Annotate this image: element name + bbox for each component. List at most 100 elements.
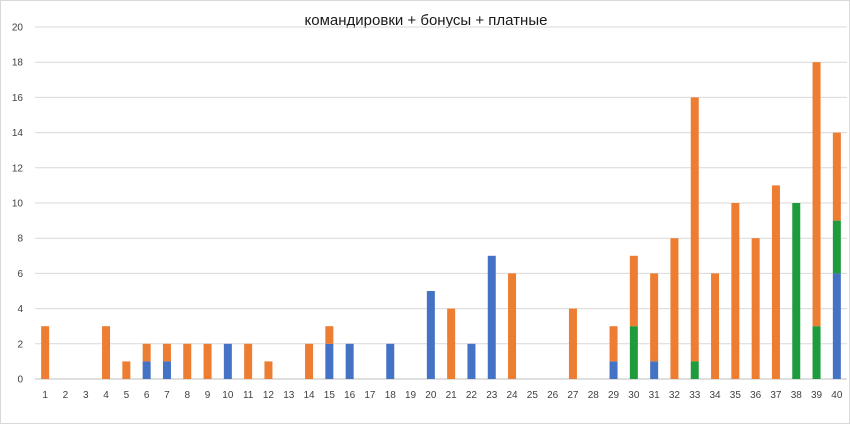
x-tick-label: 38	[791, 390, 803, 401]
x-tick-label: 8	[184, 390, 190, 401]
x-tick-label: 13	[283, 390, 295, 401]
bar-segment	[447, 308, 456, 379]
bar-segment	[832, 273, 841, 379]
x-tick-label: 39	[811, 390, 823, 401]
bar-segment	[102, 326, 111, 379]
x-tick-label: 17	[364, 390, 376, 401]
bar-segment	[41, 326, 50, 379]
y-tick-label: 12	[12, 163, 24, 174]
bars	[41, 62, 841, 379]
y-tick-label: 14	[12, 128, 24, 139]
bar-segment	[650, 361, 659, 379]
bar-segment	[792, 203, 801, 379]
bar-segment	[670, 238, 679, 379]
bar-segment	[812, 326, 821, 379]
x-tick-label: 7	[164, 390, 170, 401]
x-tick-label: 30	[628, 390, 640, 401]
bar-segment	[609, 361, 618, 379]
bar-segment	[690, 361, 699, 379]
x-tick-label: 27	[567, 390, 579, 401]
bar-segment	[345, 343, 354, 379]
x-tick-label: 1	[42, 390, 48, 401]
bar-segment	[812, 62, 821, 327]
bar-segment	[305, 343, 314, 379]
gridlines	[35, 26, 847, 380]
x-tick-label: 6	[144, 390, 150, 401]
x-tick-label: 37	[770, 390, 782, 401]
bar-segment	[122, 361, 131, 379]
x-tick-label: 35	[730, 390, 742, 401]
x-tick-label: 32	[669, 390, 681, 401]
chart-title: командировки + бонусы + платные	[305, 12, 548, 29]
x-tick-label: 14	[303, 390, 315, 401]
bar-segment	[508, 273, 517, 379]
y-tick-label: 10	[12, 199, 24, 210]
bar-segment	[650, 273, 659, 362]
x-tick-label: 9	[205, 390, 211, 401]
bar-segment	[244, 343, 253, 379]
bar-segment	[426, 291, 435, 379]
x-tick-label: 2	[63, 390, 69, 401]
x-tick-label: 20	[425, 390, 437, 401]
x-tick-label: 34	[709, 390, 721, 401]
bar-segment	[690, 97, 699, 362]
x-axis-ticks: 1 2 3 4 5 6 7 8 9 10 11 12 13 14 15 16 17 18 19 20 21 22 23 24 2…	[42, 390, 842, 401]
x-tick-label: 16	[344, 390, 356, 401]
bar-segment	[203, 343, 212, 379]
x-tick-label: 31	[649, 390, 661, 401]
bar-segment	[487, 255, 496, 379]
bar-segment	[162, 343, 171, 362]
bar-segment	[609, 326, 618, 362]
bar-segment	[568, 308, 577, 379]
bar-segment	[325, 343, 334, 379]
bar-segment	[629, 326, 638, 379]
x-tick-label: 36	[750, 390, 762, 401]
y-tick-label: 6	[17, 269, 23, 280]
y-tick-label: 2	[17, 339, 23, 350]
x-tick-label: 19	[405, 390, 417, 401]
bar-segment	[832, 220, 841, 274]
x-tick-label: 10	[222, 390, 234, 401]
bar-segment	[629, 255, 638, 327]
bar-segment	[832, 132, 841, 221]
bar-segment	[162, 361, 171, 379]
x-tick-label: 21	[446, 390, 458, 401]
x-tick-label: 22	[466, 390, 478, 401]
x-tick-label: 23	[486, 390, 498, 401]
x-tick-label: 25	[527, 390, 539, 401]
bar-segment	[223, 343, 232, 379]
y-axis-ticks: 0 2 4 6 8 10 12 14 16 18 20	[12, 23, 24, 386]
x-tick-label: 26	[547, 390, 559, 401]
x-tick-label: 3	[83, 390, 89, 401]
x-tick-label: 12	[263, 390, 275, 401]
y-tick-label: 16	[12, 93, 24, 104]
y-tick-label: 0	[17, 375, 23, 386]
x-tick-label: 24	[506, 390, 518, 401]
x-tick-label: 11	[243, 390, 254, 401]
x-tick-label: 33	[689, 390, 701, 401]
x-tick-label: 4	[103, 390, 109, 401]
bar-segment	[731, 203, 740, 379]
x-tick-label: 15	[324, 390, 336, 401]
x-tick-label: 5	[124, 390, 130, 401]
bar-segment	[183, 343, 192, 379]
x-tick-label: 29	[608, 390, 620, 401]
y-tick-label: 18	[12, 58, 24, 69]
bar-segment	[325, 326, 334, 344]
x-tick-label: 18	[385, 390, 397, 401]
bar-segment	[142, 343, 151, 362]
y-tick-label: 4	[17, 304, 23, 315]
y-tick-label: 8	[17, 234, 23, 245]
y-tick-label: 20	[12, 23, 24, 34]
bar-segment	[771, 185, 780, 379]
bar-segment	[264, 361, 273, 379]
bar-segment	[751, 238, 760, 379]
bar-segment	[467, 343, 476, 379]
bar-segment	[386, 343, 395, 379]
bar-segment	[711, 273, 720, 379]
x-tick-label: 40	[831, 390, 843, 401]
bar-segment	[142, 361, 151, 379]
x-tick-label: 28	[588, 390, 600, 401]
